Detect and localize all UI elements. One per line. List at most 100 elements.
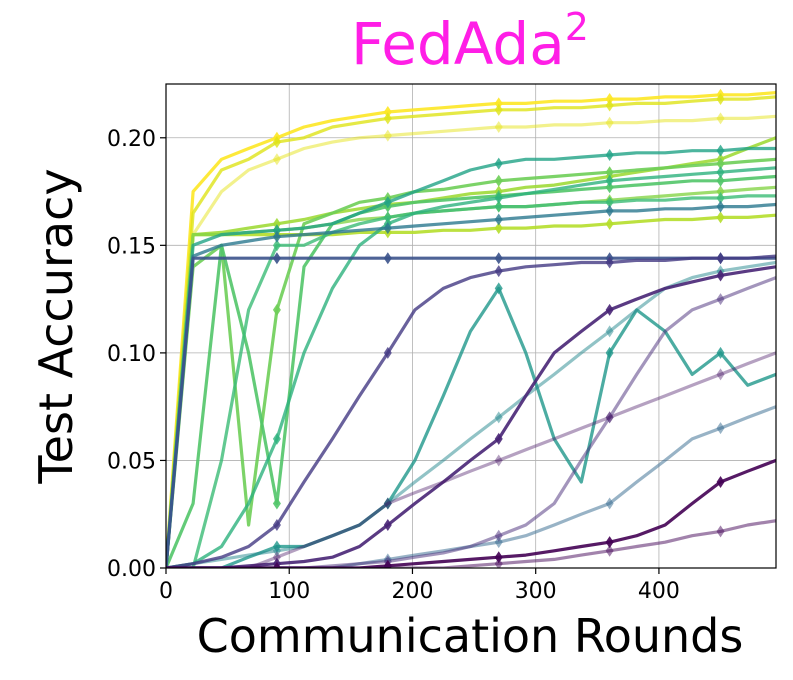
series-line-8 (166, 194, 776, 568)
series-20-marker-12 (494, 557, 503, 568)
series-21-marker-16 (605, 411, 614, 424)
series-line-18 (166, 276, 776, 568)
series-7-marker-4 (272, 497, 281, 510)
series-20-marker-20 (716, 525, 725, 538)
series-8-marker-8 (383, 211, 392, 224)
series-0-marker-16 (605, 93, 614, 106)
series-12-marker-16 (605, 325, 614, 338)
chart-title: FedAda2 (351, 5, 589, 78)
series-line-7 (166, 174, 776, 568)
series-2-marker-20 (716, 112, 725, 125)
series-line-17 (166, 265, 776, 568)
chart-title-main: FedAda (351, 10, 565, 78)
series-10-marker-4 (272, 224, 281, 237)
series-8-marker-16 (605, 196, 614, 209)
series-line-21 (166, 351, 776, 568)
series-11-marker-16 (605, 346, 614, 359)
grid-lines (165, 84, 776, 569)
y-axis-label: Test Accuracy (29, 168, 83, 484)
series-line-15 (166, 256, 776, 568)
series-12-marker-12 (494, 411, 503, 424)
series-9-marker-4 (272, 432, 281, 445)
series-line-2 (166, 114, 776, 568)
series-line-11 (166, 286, 776, 568)
series-21-marker-20 (716, 368, 725, 381)
series-0-marker-8 (383, 105, 392, 118)
x-tick-label-3: 300 (515, 579, 557, 604)
series-12-marker-4 (272, 544, 281, 557)
series-15-marker-8 (383, 252, 392, 265)
series-18-marker-16 (605, 411, 614, 424)
y-tick-label-0: 0.00 (107, 557, 156, 582)
series-8-marker-20 (716, 192, 725, 205)
series-3-marker-12 (494, 222, 503, 235)
series-15-marker-12 (494, 252, 503, 265)
series-line-1 (166, 95, 776, 568)
series-14-marker-20 (716, 422, 725, 435)
series-19-marker-16 (605, 536, 614, 549)
series-13-marker-12 (494, 213, 503, 226)
series-17-marker-12 (494, 432, 503, 445)
x-tick-label-1: 100 (268, 579, 310, 604)
series-line-20 (166, 519, 776, 568)
series-13-marker-8 (383, 222, 392, 235)
series-16-marker-16 (605, 256, 614, 269)
plot-frame (165, 83, 777, 569)
series-16-marker-4 (272, 518, 281, 531)
series-21-marker-4 (272, 551, 281, 564)
series-14-marker-12 (494, 536, 503, 549)
series-line-0 (166, 90, 776, 568)
series-20-marker-8 (383, 562, 392, 568)
series-2-marker-8 (383, 129, 392, 142)
series-13-marker-16 (605, 204, 614, 217)
series-6-marker-12 (494, 174, 503, 187)
series-1-marker-20 (716, 93, 725, 106)
y-tick-label-4: 0.20 (107, 127, 156, 152)
series-14-marker-16 (605, 497, 614, 510)
series-20-marker-16 (605, 544, 614, 557)
series-4-marker-4 (272, 217, 281, 230)
series-21-marker-12 (494, 454, 503, 467)
series-18-marker-20 (716, 293, 725, 306)
series-line-12 (166, 260, 776, 568)
series-17-marker-16 (605, 303, 614, 316)
y-tick-label-3: 0.15 (107, 234, 156, 259)
series-0-marker-12 (494, 97, 503, 110)
series-10-marker-12 (494, 157, 503, 170)
series-1-marker-12 (494, 103, 503, 116)
series-9-marker-12 (494, 192, 503, 205)
series-18-marker-12 (494, 529, 503, 542)
y-tick-label-2: 0.10 (107, 342, 156, 367)
x-tick-label-4: 400 (638, 579, 680, 604)
series-19-marker-12 (494, 551, 503, 564)
series-10-marker-16 (605, 148, 614, 161)
x-axis-ticks: 0 100 200 300 400 (159, 568, 680, 604)
series-2-marker-4 (272, 153, 281, 166)
series-6-marker-16 (605, 166, 614, 179)
y-axis-ticks: 0.00 0.05 0.10 0.15 0.20 (107, 127, 166, 582)
series-13-marker-4 (272, 230, 281, 243)
chart-title-superscript: 2 (565, 5, 589, 49)
series-17-marker-20 (716, 269, 725, 282)
series-11-marker-12 (494, 282, 503, 295)
series-9-marker-20 (716, 166, 725, 179)
series-2-marker-16 (605, 116, 614, 129)
series-1-marker-4 (272, 136, 281, 149)
series-line-3 (166, 213, 776, 568)
series-12-marker-8 (383, 497, 392, 510)
series-10-marker-20 (716, 144, 725, 157)
series-1-marker-16 (605, 99, 614, 112)
series-line-9 (166, 166, 776, 568)
series-3-marker-20 (716, 211, 725, 224)
series-line-13 (166, 202, 776, 568)
series-11-marker-20 (716, 346, 725, 359)
series-2-marker-12 (494, 121, 503, 134)
x-axis-label: Communication Rounds (197, 609, 744, 663)
series-15-marker-4 (272, 252, 281, 265)
series-line-10 (166, 146, 776, 568)
series-16-marker-12 (494, 265, 503, 278)
series-1-marker-8 (383, 112, 392, 125)
series-3-marker-16 (605, 217, 614, 230)
series-8-marker-4 (272, 239, 281, 252)
